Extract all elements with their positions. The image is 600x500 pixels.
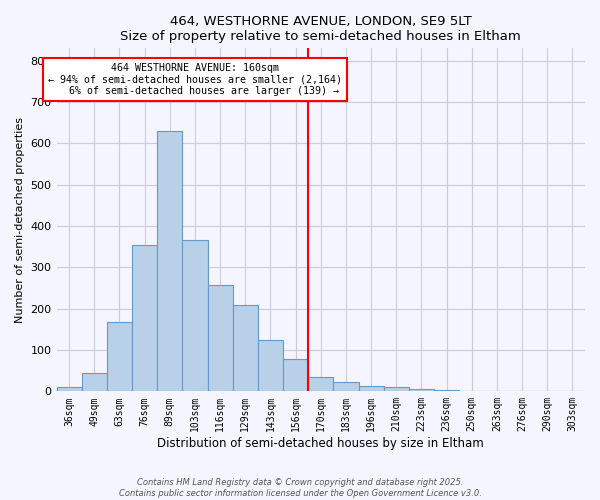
Bar [132, 244, 157, 392]
Bar [409, 390, 434, 392]
Bar [208, 284, 233, 392]
Bar [182, 240, 208, 392]
Text: 464 WESTHORNE AVENUE: 160sqm
← 94% of semi-detached houses are smaller (2,164)
 : 464 WESTHORNE AVENUE: 160sqm ← 94% of se… [48, 63, 342, 96]
X-axis label: Distribution of semi-detached houses by size in Eltham: Distribution of semi-detached houses by … [157, 437, 484, 450]
Title: 464, WESTHORNE AVENUE, LONDON, SE9 5LT
Size of property relative to semi-detache: 464, WESTHORNE AVENUE, LONDON, SE9 5LT S… [121, 15, 521, 43]
Bar [383, 387, 409, 392]
Bar [334, 382, 359, 392]
Bar [308, 377, 334, 392]
Bar [359, 386, 383, 392]
Y-axis label: Number of semi-detached properties: Number of semi-detached properties [15, 117, 25, 323]
Bar [82, 372, 107, 392]
Bar [107, 322, 132, 392]
Bar [258, 340, 283, 392]
Bar [283, 359, 308, 392]
Bar [56, 387, 82, 392]
Bar [233, 304, 258, 392]
Text: Contains HM Land Registry data © Crown copyright and database right 2025.
Contai: Contains HM Land Registry data © Crown c… [119, 478, 481, 498]
Bar [459, 390, 484, 392]
Bar [157, 131, 182, 392]
Bar [434, 390, 459, 392]
